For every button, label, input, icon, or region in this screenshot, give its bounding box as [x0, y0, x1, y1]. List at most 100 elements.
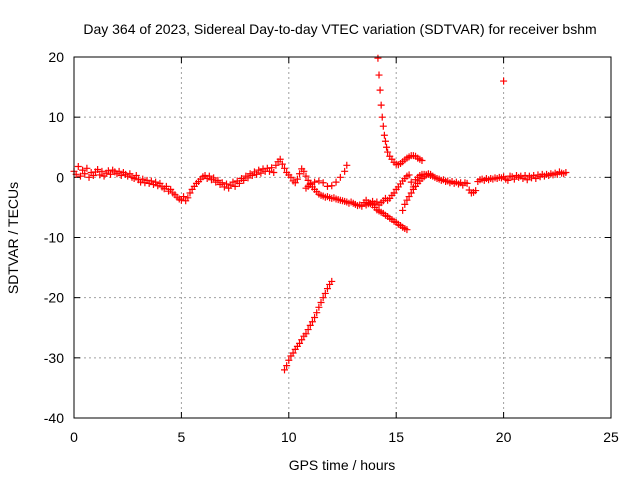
data-point: [139, 175, 147, 183]
data-point: [332, 178, 340, 186]
data-point: [186, 189, 194, 197]
data-point: [341, 167, 349, 175]
data-point: [418, 156, 426, 164]
data-point: [218, 179, 226, 187]
data-point: [281, 164, 289, 172]
data-point: [76, 172, 84, 180]
data-point: [180, 193, 188, 201]
data-point: [328, 182, 336, 190]
data-point: [147, 177, 155, 185]
data-point: [328, 277, 336, 285]
data-point: [268, 164, 276, 172]
y-tick-label: -40: [44, 410, 64, 426]
data-point: [177, 196, 185, 204]
data-point: [399, 206, 407, 214]
data-point: [336, 173, 344, 181]
data-point: [300, 167, 308, 175]
data-point: [223, 180, 231, 188]
data-point: [104, 167, 112, 175]
data-point: [152, 178, 160, 186]
data-point: [321, 289, 329, 297]
data-point: [278, 160, 286, 168]
data-point: [296, 170, 304, 178]
data-point: [257, 169, 265, 177]
data-point: [319, 294, 327, 302]
data-point: [407, 189, 415, 197]
x-axis-label: GPS time / hours: [289, 457, 396, 473]
data-point: [85, 173, 93, 181]
data-point: [229, 178, 237, 186]
data-point: [285, 356, 293, 364]
data-point: [472, 187, 480, 195]
data-point: [283, 362, 291, 370]
data-point: [375, 71, 383, 79]
series-descending-spike: [374, 54, 426, 169]
x-tick-label: 0: [70, 429, 78, 445]
data-point: [378, 113, 386, 121]
data-point: [306, 181, 314, 189]
data-point: [126, 170, 134, 178]
data-point: [210, 174, 218, 182]
data-point: [523, 176, 531, 184]
data-point: [381, 137, 389, 145]
data-point: [298, 336, 306, 344]
data-point: [374, 54, 382, 62]
data-point: [383, 143, 391, 151]
data-point: [532, 175, 540, 183]
data-point: [405, 193, 413, 201]
series-negative-arc: [281, 277, 336, 374]
data-point: [315, 177, 323, 185]
data-point: [167, 185, 175, 193]
data-point: [115, 167, 123, 175]
data-point: [231, 182, 239, 190]
data-point: [403, 226, 411, 234]
data-point: [319, 179, 327, 187]
data-point: [504, 176, 512, 184]
data-point: [74, 163, 82, 171]
data-point: [162, 182, 170, 190]
data-point: [253, 170, 261, 178]
data-point: [405, 171, 413, 179]
data-point: [214, 176, 222, 184]
data-point: [379, 122, 387, 130]
data-point: [79, 166, 87, 174]
data-point: [306, 321, 314, 329]
data-point: [132, 172, 140, 180]
data-point: [376, 86, 384, 94]
y-axis-label: SDTVAR / TECUs: [5, 182, 21, 294]
data-point: [296, 339, 304, 347]
y-tick-label: 10: [48, 109, 64, 125]
data-point: [308, 318, 316, 326]
x-tick-label: 25: [603, 429, 619, 445]
data-point: [401, 200, 409, 208]
data-point: [302, 172, 310, 180]
data-point: [270, 169, 278, 177]
data-point: [244, 174, 252, 182]
data-point: [289, 349, 297, 357]
data-point: [83, 164, 91, 172]
grid: [74, 57, 611, 418]
series-rising-arc-1: [302, 161, 351, 192]
data-point: [343, 161, 351, 169]
x-tick-label: 20: [496, 429, 512, 445]
data-point: [98, 167, 106, 175]
data-point: [276, 155, 284, 163]
y-tick-label: 20: [48, 49, 64, 65]
x-tick-labels: 0 5 10 15 20 25: [70, 429, 619, 445]
data-point: [521, 172, 529, 180]
data-point: [427, 170, 435, 178]
data-point: [407, 178, 415, 186]
data-point: [240, 176, 248, 184]
data-point: [89, 172, 97, 180]
x-tick-label: 5: [178, 429, 186, 445]
data-point: [317, 298, 325, 306]
data-point: [463, 179, 471, 187]
data-point: [235, 179, 243, 187]
data-point: [304, 326, 312, 334]
y-tick-label: 0: [56, 169, 64, 185]
series-rising-arc-2: [399, 170, 435, 214]
data-point: [205, 172, 213, 180]
x-tick-label: 10: [281, 429, 297, 445]
data-point: [311, 178, 319, 186]
